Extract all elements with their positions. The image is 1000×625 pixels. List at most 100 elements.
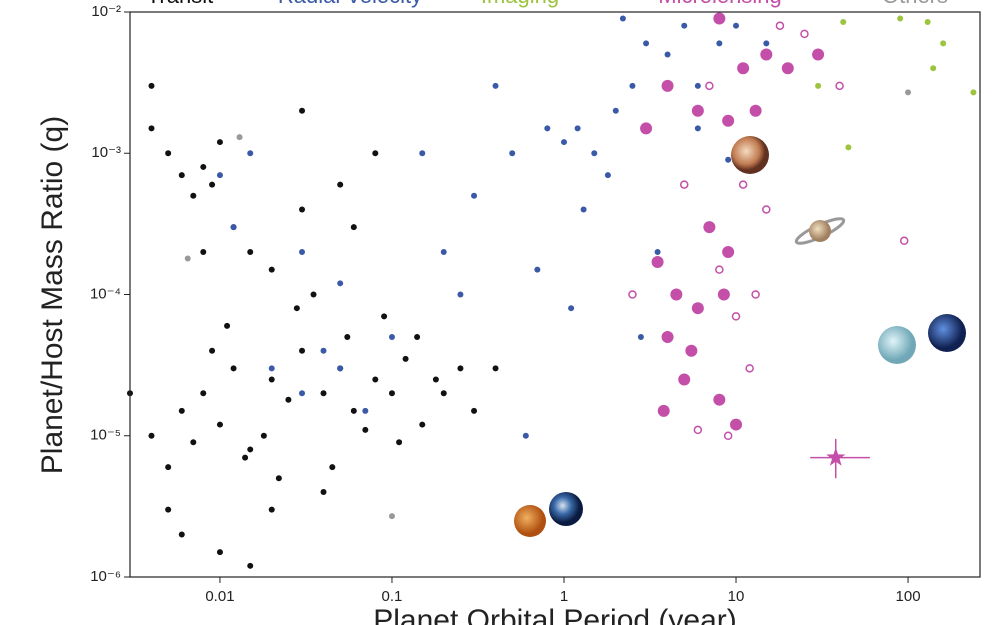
data-point xyxy=(165,150,172,157)
x-tick-label: 10 xyxy=(728,588,745,605)
data-point xyxy=(930,65,937,72)
data-point xyxy=(691,302,704,315)
data-point xyxy=(705,81,714,91)
legend-label: Imaging xyxy=(481,0,559,8)
data-point xyxy=(703,221,716,234)
data-point xyxy=(148,125,155,132)
data-point xyxy=(568,305,575,312)
data-point xyxy=(760,48,773,61)
x-tick-label: 0.1 xyxy=(382,588,403,605)
data-point xyxy=(432,376,439,383)
data-point xyxy=(670,288,683,301)
data-point xyxy=(388,334,395,341)
data-point xyxy=(691,104,704,117)
venus-icon xyxy=(514,505,546,537)
data-point xyxy=(419,421,426,428)
highlight-star xyxy=(826,447,846,466)
data-point xyxy=(970,89,977,96)
data-point xyxy=(661,79,674,92)
y-axis-label: Planet/Host Mass Ratio (q) xyxy=(36,116,69,474)
data-point xyxy=(190,192,197,199)
data-point xyxy=(580,206,587,213)
data-point xyxy=(268,376,275,383)
legend-label: Transit xyxy=(147,0,213,8)
data-point xyxy=(148,82,155,89)
data-point xyxy=(165,464,172,471)
data-point xyxy=(268,365,275,372)
data-point xyxy=(247,562,254,569)
data-point xyxy=(731,312,741,321)
data-point xyxy=(775,21,785,30)
data-point xyxy=(534,266,541,273)
saturn-icon xyxy=(809,220,831,242)
y-tick-label: 10⁻⁴ xyxy=(90,285,121,302)
data-point xyxy=(337,365,344,372)
data-point xyxy=(350,407,357,414)
data-point xyxy=(285,396,292,403)
data-point xyxy=(230,365,237,372)
data-point xyxy=(694,82,701,89)
data-point xyxy=(414,334,421,341)
earth-icon xyxy=(549,492,583,526)
data-point xyxy=(247,150,254,157)
data-point xyxy=(260,432,267,439)
data-point xyxy=(713,393,726,406)
data-point xyxy=(725,156,732,163)
data-point xyxy=(678,373,691,386)
data-point xyxy=(242,454,249,461)
data-point xyxy=(781,62,794,75)
data-point xyxy=(381,313,388,320)
data-point xyxy=(299,248,306,255)
data-point xyxy=(350,224,357,231)
planet-icons xyxy=(514,136,966,537)
data-point xyxy=(628,290,637,299)
data-point xyxy=(560,139,567,146)
data-point xyxy=(165,506,172,513)
data-point xyxy=(216,421,223,428)
data-point xyxy=(738,180,748,189)
data-point xyxy=(440,248,447,255)
data-point xyxy=(899,236,909,246)
data-point xyxy=(471,407,478,414)
data-point xyxy=(275,475,282,482)
x-tick-label: 100 xyxy=(896,588,921,605)
data-point xyxy=(637,334,644,341)
data-point xyxy=(299,107,306,114)
data-point xyxy=(372,376,379,383)
data-point xyxy=(629,82,636,89)
data-point xyxy=(457,365,464,372)
data-point xyxy=(310,291,317,298)
data-point xyxy=(337,181,344,188)
data-point xyxy=(612,107,619,114)
data-point xyxy=(737,62,750,75)
data-point xyxy=(216,172,223,179)
data-point xyxy=(762,205,771,214)
data-point xyxy=(574,125,581,132)
data-point xyxy=(643,40,650,47)
data-point xyxy=(679,180,689,189)
data-point xyxy=(320,488,327,495)
legend-label: Microlensing xyxy=(658,0,782,8)
data-point xyxy=(178,172,185,179)
data-point xyxy=(640,122,653,135)
data-point xyxy=(619,15,626,22)
data-point xyxy=(835,81,844,91)
data-point xyxy=(372,150,379,157)
data-point xyxy=(723,431,733,440)
data-point xyxy=(299,206,306,213)
data-point xyxy=(148,432,155,439)
data-point xyxy=(200,390,207,397)
data-point xyxy=(845,144,852,151)
data-point xyxy=(299,347,306,354)
y-tick-label: 10⁻⁶ xyxy=(90,568,121,585)
data-point xyxy=(329,464,336,471)
data-point xyxy=(905,89,912,96)
data-point xyxy=(591,150,598,157)
data-point xyxy=(661,331,674,344)
data-point xyxy=(733,22,740,29)
data-point xyxy=(693,425,703,435)
data-point xyxy=(664,51,671,58)
data-point xyxy=(178,407,185,414)
data-point xyxy=(388,390,395,397)
